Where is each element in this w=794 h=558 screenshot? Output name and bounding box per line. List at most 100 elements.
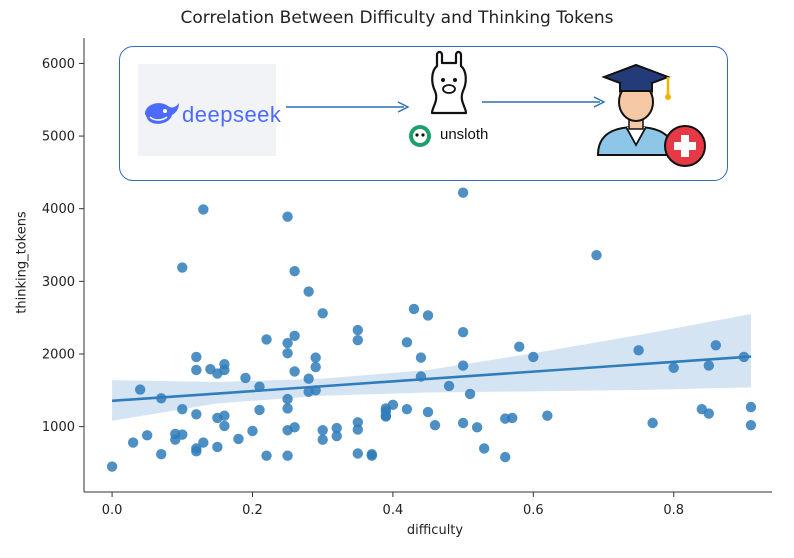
data-point (198, 204, 209, 215)
y-axis-label: thinking_tokens (14, 211, 30, 314)
data-point (134, 384, 146, 395)
data-point (261, 334, 272, 345)
data-point (542, 410, 553, 421)
data-point (507, 412, 518, 424)
arrow-2 (482, 96, 606, 108)
data-point (247, 425, 258, 437)
data-point (429, 419, 441, 431)
data-point (141, 430, 153, 441)
data-point (703, 408, 715, 419)
data-point (219, 358, 230, 370)
data-point (198, 437, 209, 448)
data-point (478, 443, 490, 454)
data-point (191, 409, 202, 420)
data-point (710, 340, 722, 351)
data-point (191, 446, 202, 457)
llama-icon (430, 50, 468, 115)
data-point (317, 434, 328, 445)
data-point (317, 308, 328, 319)
data-point (261, 450, 272, 461)
axes-layer: 0.0 0.2 0.4 0.6 0.8 1000 2000 3000 4000 5000 6000 (42, 38, 772, 518)
data-point (380, 411, 392, 422)
data-point (408, 303, 420, 315)
data-point (212, 441, 223, 453)
data-point (156, 449, 167, 460)
data-point (191, 364, 202, 376)
data-point (464, 388, 476, 400)
doctor-graduate-icon (596, 63, 706, 167)
x-tick-label: 0.0 (102, 503, 123, 518)
x-axis-label: difficulty (406, 523, 464, 538)
data-point (303, 286, 314, 297)
data-point (668, 362, 679, 373)
data-point (647, 417, 658, 429)
confidence-band (112, 314, 751, 421)
data-point (352, 324, 363, 336)
deepseek-logo-box: deepseek (138, 64, 281, 156)
data-point (703, 360, 715, 371)
data-point (282, 211, 293, 222)
deepseek-logo-text: deepseek (182, 102, 282, 127)
data-point (282, 393, 293, 405)
data-point (352, 334, 363, 346)
data-point (219, 410, 230, 421)
x-tick-label: 0.8 (663, 503, 684, 518)
data-point (254, 404, 265, 416)
data-point (457, 417, 469, 429)
data-point (282, 450, 293, 461)
data-point (443, 380, 455, 392)
data-point (317, 425, 328, 436)
data-point (177, 429, 188, 440)
data-point (303, 373, 314, 384)
data-point (352, 424, 363, 435)
data-point (191, 351, 202, 363)
unsloth-logo-icon (409, 125, 431, 147)
data-point (310, 352, 321, 363)
data-point (633, 345, 644, 356)
y-tick-label: 1000 (42, 420, 75, 435)
y-tick-label: 6000 (42, 57, 75, 72)
data-point (366, 449, 378, 460)
data-point (457, 360, 469, 371)
points-layer (106, 187, 757, 472)
y-tick-label: 4000 (42, 202, 75, 217)
x-tick-label: 0.2 (242, 503, 263, 518)
data-point (422, 310, 434, 321)
data-point (415, 352, 427, 363)
data-point (289, 422, 300, 433)
data-point (240, 372, 251, 384)
whale-icon (145, 103, 179, 124)
data-point (331, 430, 342, 442)
pipeline-overlay-box: deepseek (119, 46, 728, 181)
data-point (745, 401, 757, 413)
y-tick-label: 3000 (42, 275, 75, 290)
data-point (177, 403, 188, 415)
data-point (282, 337, 293, 349)
data-point (219, 420, 230, 432)
data-point (177, 262, 188, 273)
data-point (106, 461, 118, 472)
data-point (422, 406, 434, 418)
chart-title: Correlation Between Difficulty and Think… (180, 8, 614, 28)
data-point (289, 366, 300, 377)
data-point (500, 451, 511, 463)
data-point (514, 341, 525, 352)
data-point (331, 422, 342, 434)
data-point (289, 265, 300, 277)
data-point (401, 403, 413, 415)
data-point (127, 437, 139, 448)
data-point (745, 419, 757, 431)
data-point (471, 422, 483, 433)
data-point (352, 448, 363, 459)
x-tick-label: 0.4 (383, 503, 404, 518)
confidence-band-layer (112, 314, 751, 421)
data-point (457, 326, 469, 338)
y-tick-label: 2000 (42, 347, 75, 362)
pipeline-graphics (286, 50, 706, 167)
data-point (387, 399, 399, 411)
data-point (233, 433, 244, 445)
data-point (401, 337, 413, 348)
data-point (591, 249, 602, 261)
data-point (457, 187, 469, 198)
